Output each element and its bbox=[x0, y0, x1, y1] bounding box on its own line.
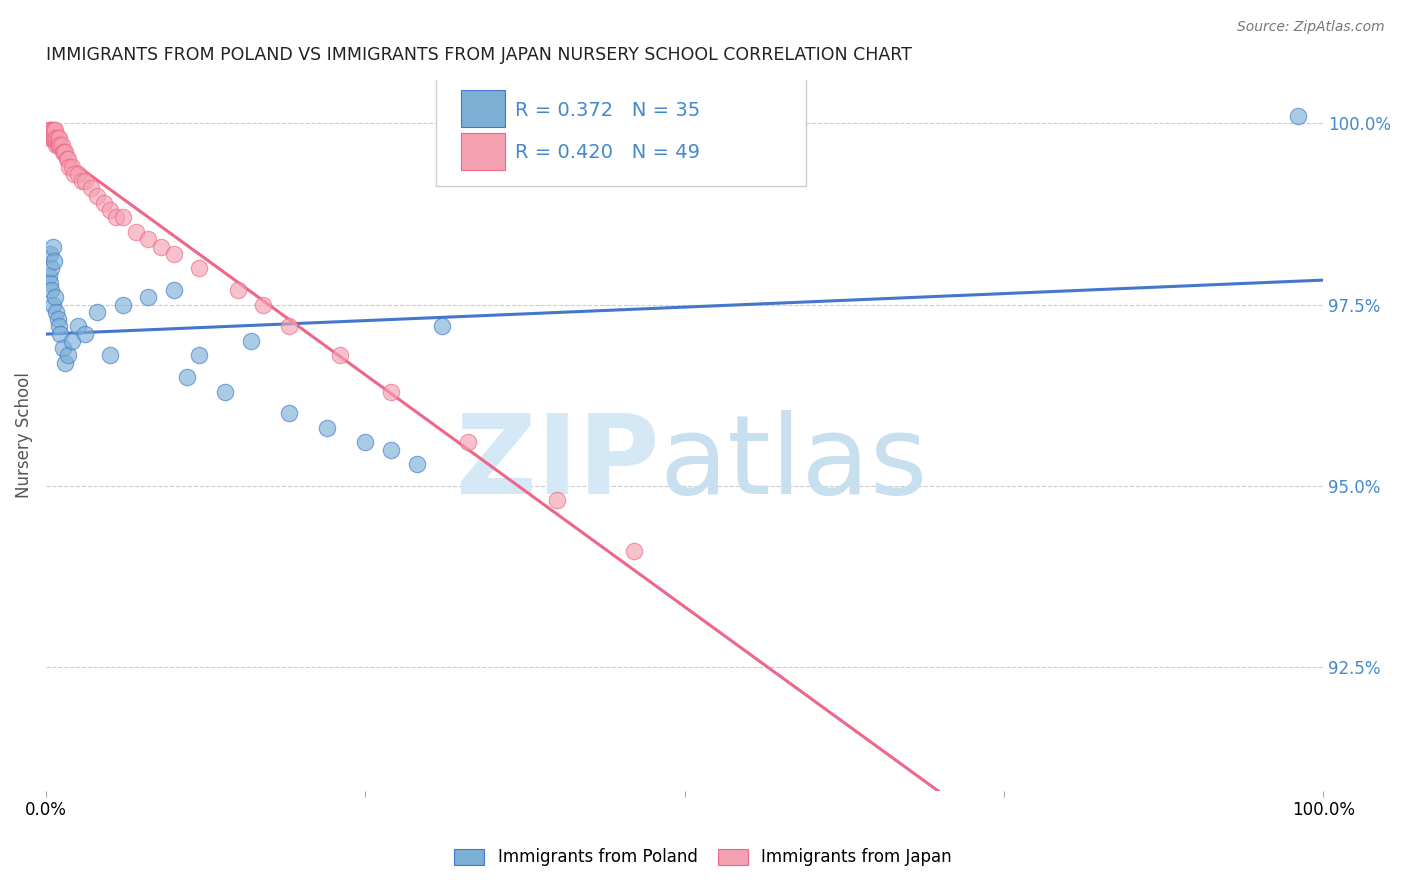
Point bbox=[45, 305, 67, 319]
Point bbox=[48, 319, 70, 334]
Point bbox=[226, 283, 249, 297]
Point bbox=[277, 319, 299, 334]
Point bbox=[44, 290, 66, 304]
FancyBboxPatch shape bbox=[461, 133, 505, 170]
Point bbox=[39, 130, 62, 145]
Point bbox=[46, 138, 69, 153]
Point bbox=[49, 138, 72, 153]
Point bbox=[80, 181, 103, 195]
Point bbox=[1286, 109, 1309, 123]
Point bbox=[45, 138, 67, 153]
Point bbox=[163, 246, 186, 260]
Point bbox=[48, 138, 70, 153]
Point bbox=[98, 348, 121, 362]
Point bbox=[124, 225, 146, 239]
Point bbox=[623, 544, 645, 558]
Point bbox=[60, 160, 83, 174]
Point bbox=[380, 384, 402, 399]
Point bbox=[41, 123, 63, 137]
Point bbox=[67, 319, 90, 334]
Point bbox=[52, 145, 75, 160]
Legend: Immigrants from Poland, Immigrants from Japan: Immigrants from Poland, Immigrants from … bbox=[447, 842, 959, 873]
Point bbox=[329, 348, 352, 362]
Point bbox=[316, 421, 339, 435]
Point bbox=[48, 130, 70, 145]
Point bbox=[42, 254, 65, 268]
Point bbox=[163, 283, 186, 297]
Text: IMMIGRANTS FROM POLAND VS IMMIGRANTS FROM JAPAN NURSERY SCHOOL CORRELATION CHART: IMMIGRANTS FROM POLAND VS IMMIGRANTS FRO… bbox=[46, 46, 912, 64]
Point bbox=[41, 297, 63, 311]
Point bbox=[354, 435, 377, 450]
Point bbox=[214, 384, 236, 399]
Text: R = 0.420   N = 49: R = 0.420 N = 49 bbox=[515, 144, 700, 162]
Point bbox=[39, 123, 62, 137]
Point bbox=[405, 457, 427, 471]
Point bbox=[58, 160, 80, 174]
Point bbox=[67, 167, 90, 181]
FancyBboxPatch shape bbox=[461, 90, 505, 128]
Point bbox=[105, 211, 128, 225]
Point bbox=[39, 283, 62, 297]
Point bbox=[42, 130, 65, 145]
Point bbox=[41, 130, 63, 145]
Text: atlas: atlas bbox=[659, 410, 928, 517]
Point bbox=[188, 261, 211, 276]
Point bbox=[38, 268, 60, 283]
Point bbox=[46, 312, 69, 326]
Point bbox=[55, 153, 77, 167]
Point bbox=[457, 435, 479, 450]
Point bbox=[45, 130, 67, 145]
Point bbox=[52, 341, 75, 355]
Point bbox=[44, 130, 66, 145]
Point bbox=[53, 145, 76, 160]
Point bbox=[73, 326, 96, 341]
Point bbox=[277, 406, 299, 420]
Point bbox=[70, 174, 93, 188]
Point bbox=[56, 153, 79, 167]
Point bbox=[41, 239, 63, 253]
Point bbox=[53, 145, 76, 160]
Point bbox=[38, 123, 60, 137]
Point bbox=[39, 276, 62, 290]
Point bbox=[188, 348, 211, 362]
Point bbox=[111, 297, 134, 311]
Point bbox=[239, 334, 262, 348]
Point bbox=[380, 442, 402, 457]
Point bbox=[51, 138, 73, 153]
Point bbox=[93, 196, 115, 211]
Text: Source: ZipAtlas.com: Source: ZipAtlas.com bbox=[1237, 20, 1385, 34]
Point bbox=[138, 290, 160, 304]
Point bbox=[39, 246, 62, 260]
Point bbox=[73, 174, 96, 188]
Point bbox=[60, 334, 83, 348]
Point bbox=[39, 130, 62, 145]
Point bbox=[63, 167, 86, 181]
Point bbox=[42, 123, 65, 137]
Point bbox=[46, 130, 69, 145]
Point bbox=[98, 203, 121, 218]
Point bbox=[44, 123, 66, 137]
Point bbox=[252, 297, 274, 311]
Text: ZIP: ZIP bbox=[456, 410, 659, 517]
Point bbox=[546, 493, 568, 508]
Point bbox=[86, 305, 108, 319]
Point bbox=[430, 319, 453, 334]
Point bbox=[53, 355, 76, 369]
Point bbox=[56, 348, 79, 362]
Point bbox=[176, 370, 198, 384]
Point bbox=[86, 188, 108, 202]
Point bbox=[39, 261, 62, 276]
Point bbox=[39, 123, 62, 137]
Point bbox=[150, 239, 173, 253]
Y-axis label: Nursery School: Nursery School bbox=[15, 372, 32, 498]
FancyBboxPatch shape bbox=[436, 72, 806, 186]
Point bbox=[111, 211, 134, 225]
Text: R = 0.372   N = 35: R = 0.372 N = 35 bbox=[515, 101, 700, 120]
Point bbox=[49, 326, 72, 341]
Point bbox=[138, 232, 160, 246]
